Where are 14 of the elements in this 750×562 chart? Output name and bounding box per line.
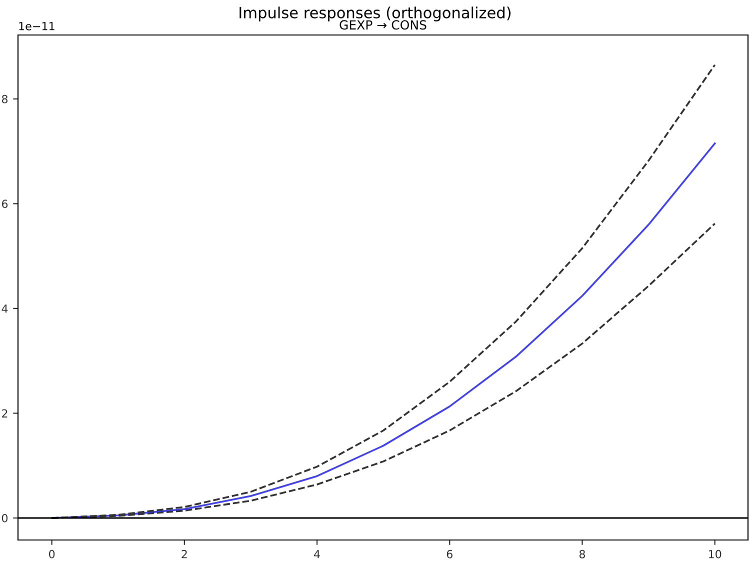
x-tick-label: 10 xyxy=(709,550,722,558)
x-tick-label: 4 xyxy=(314,550,320,558)
chart-title: Impulse responses (orthogonalized) xyxy=(240,6,511,22)
y-tick-label: 0 xyxy=(2,514,8,522)
y-tick-label: 4 xyxy=(2,304,8,313)
chart-subtitle: GEXP → CONS xyxy=(340,20,426,30)
y-tick-label: 8 xyxy=(2,94,8,104)
text: 1e−11 xyxy=(19,22,54,30)
y-tick-label: 6 xyxy=(2,200,8,208)
x-tick-label: 0 xyxy=(49,550,55,558)
x-tick-label: 2 xyxy=(182,550,187,558)
x-tick-label: 8 xyxy=(579,550,586,558)
y-tick-label: 2 xyxy=(2,409,8,418)
x-tick-label: 6 xyxy=(446,550,452,558)
